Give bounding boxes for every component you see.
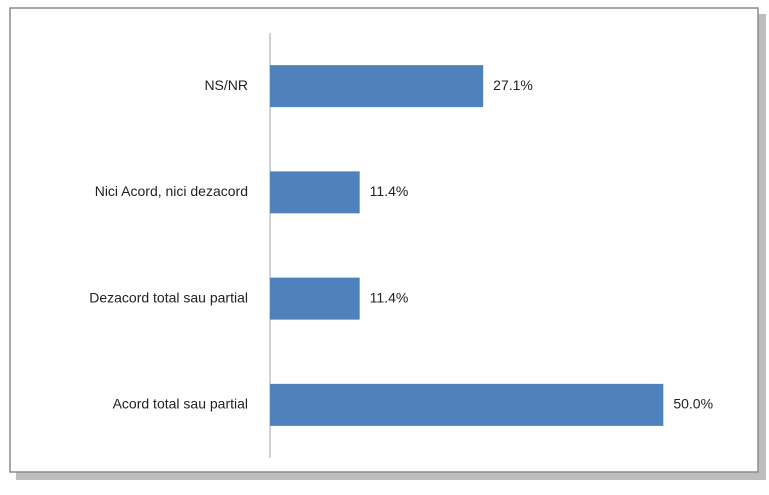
- value-label: 11.4%: [370, 183, 409, 199]
- y-tick-label: Dezacord total sau partial: [89, 289, 248, 305]
- value-label: 50.0%: [673, 396, 713, 412]
- y-tick-label: Nici Acord, nici dezacord: [95, 183, 248, 199]
- value-label: 27.1%: [493, 77, 533, 93]
- bar: [270, 65, 484, 108]
- y-tick-label: NS/NR: [204, 77, 248, 93]
- bar: [270, 277, 360, 320]
- bar: [270, 383, 664, 426]
- bar: [270, 171, 360, 214]
- y-tick-label: Acord total sau partial: [113, 396, 248, 412]
- value-label: 11.4%: [370, 289, 409, 305]
